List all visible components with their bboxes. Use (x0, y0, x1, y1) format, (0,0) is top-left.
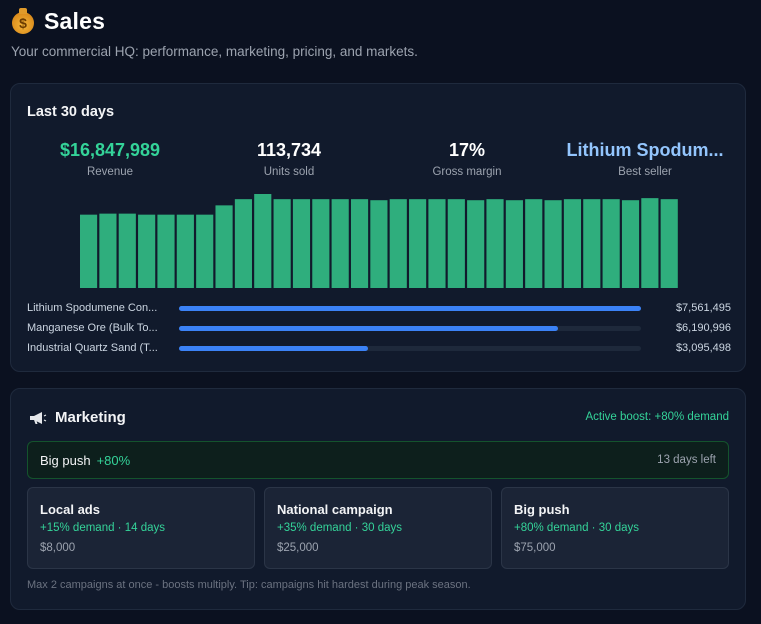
active-boost-status: Active boost: +80% demand (585, 411, 729, 423)
marketing-header: Marketing (29, 409, 126, 426)
product-revenue: $3,095,498 (675, 342, 731, 354)
product-bar-track (179, 345, 641, 351)
megaphone-icon (30, 411, 47, 424)
period-title: Last 30 days (27, 104, 115, 120)
money-bag-icon: $ (12, 7, 34, 34)
product-name: Manganese Ore (Bulk To... (27, 322, 158, 334)
chart-bar-day-13 (312, 199, 330, 288)
chart-bar-day-17 (389, 199, 407, 288)
active-campaign-name: Big push (40, 452, 91, 468)
chart-bar-day-28 (602, 199, 620, 288)
kpi-units-value: 113,734 (256, 140, 322, 160)
page-title: Sales (44, 8, 106, 34)
chart-bar-day-11 (273, 199, 291, 288)
chart-bar-day-2 (99, 213, 117, 288)
top-product-row: Industrial Quartz Sand (T... $3,095,498 (27, 340, 731, 356)
campaign-local-ads-button[interactable]: Local ads +15% demand · 14 days $8,000 (27, 487, 255, 569)
campaign-cost: $8,000 (40, 542, 76, 554)
chart-bar-day-14 (331, 199, 349, 288)
chart-bar-day-26 (563, 199, 582, 288)
chart-bar-day-31 (660, 199, 678, 288)
chart-bar-day-8 (215, 205, 233, 288)
chart-bar-day-7 (196, 214, 214, 288)
product-bar-fill (179, 305, 641, 311)
chart-bar-day-30 (641, 198, 659, 288)
kpi-best-seller: Lithium Spodum... Best seller (557, 140, 733, 178)
daily-revenue-chart (80, 194, 678, 288)
kpi-revenue-value: $16,847,989 (59, 140, 161, 160)
chart-bar-day-12 (292, 199, 311, 288)
chart-bar-day-19 (428, 199, 446, 288)
campaign-name: National campaign (277, 502, 393, 517)
kpi-margin-value: 17% (448, 140, 486, 160)
chart-bar-day-9 (234, 199, 252, 288)
kpi-units: 113,734 Units sold (199, 140, 379, 178)
chart-bar-day-23 (505, 200, 523, 288)
page-header: $ Sales (12, 7, 106, 35)
chart-bar-day-1 (80, 214, 98, 288)
product-bar-fill (179, 325, 558, 331)
chart-bar-day-10 (254, 194, 272, 288)
product-bar-fill (179, 345, 369, 351)
campaign-name: Local ads (40, 502, 100, 517)
sales-summary-card: Last 30 days $16,847,989 Revenue 113,734… (10, 83, 746, 372)
top-product-row: Lithium Spodumene Con... $7,561,495 (27, 300, 731, 316)
kpi-best-seller-value: Lithium Spodum... (566, 140, 724, 160)
chart-bar-day-15 (350, 199, 369, 288)
active-campaign-banner: Big push +80% 13 days left (27, 441, 729, 479)
chart-bar-day-27 (583, 199, 601, 288)
marketing-title: Marketing (55, 409, 126, 426)
chart-bar-day-29 (621, 200, 640, 288)
product-bar-track (179, 325, 641, 331)
chart-bar-day-18 (409, 199, 427, 288)
chart-bar-day-4 (138, 214, 156, 288)
campaign-effect: +15% demand · 14 days (40, 522, 165, 534)
campaign-cost: $25,000 (277, 542, 319, 554)
campaign-effect: +35% demand · 30 days (277, 522, 402, 534)
chart-bar-day-21 (467, 200, 485, 288)
marketing-note: Max 2 campaigns at once - boosts multipl… (27, 579, 471, 591)
campaign-name: Big push (514, 502, 570, 517)
kpi-margin-label: Gross margin (432, 166, 502, 178)
chart-bar-day-20 (447, 199, 465, 288)
product-revenue: $7,561,495 (675, 302, 731, 314)
kpi-margin: 17% Gross margin (377, 140, 557, 178)
product-name: Industrial Quartz Sand (T... (27, 342, 158, 354)
top-product-row: Manganese Ore (Bulk To... $6,190,996 (27, 320, 731, 336)
product-revenue: $6,190,996 (675, 322, 731, 334)
product-name: Lithium Spodumene Con... (27, 302, 158, 314)
campaign-national-button[interactable]: National campaign +35% demand · 30 days … (264, 487, 492, 569)
chart-bar-day-16 (370, 200, 388, 288)
campaign-cost: $75,000 (514, 542, 556, 554)
product-bar-track (179, 305, 641, 311)
active-campaign-days-left: 13 days left (657, 454, 716, 466)
chart-bar-day-5 (157, 214, 175, 288)
kpi-units-label: Units sold (263, 166, 315, 178)
chart-bar-day-25 (544, 200, 562, 288)
kpi-best-seller-label: Best seller (618, 166, 672, 178)
chart-bar-day-22 (486, 199, 504, 288)
chart-bar-day-3 (118, 213, 136, 288)
campaign-big-push-button[interactable]: Big push +80% demand · 30 days $75,000 (501, 487, 729, 569)
campaign-effect: +80% demand · 30 days (514, 522, 639, 534)
active-campaign-boost: +80% (96, 452, 131, 468)
kpi-revenue-label: Revenue (86, 166, 134, 178)
page-subtitle: Your commercial HQ: performance, marketi… (11, 44, 418, 59)
chart-bar-day-24 (525, 199, 543, 288)
chart-bar-day-6 (176, 214, 194, 288)
marketing-card: Marketing Active boost: +80% demand Big … (10, 388, 746, 610)
kpi-revenue: $16,847,989 Revenue (20, 140, 200, 178)
